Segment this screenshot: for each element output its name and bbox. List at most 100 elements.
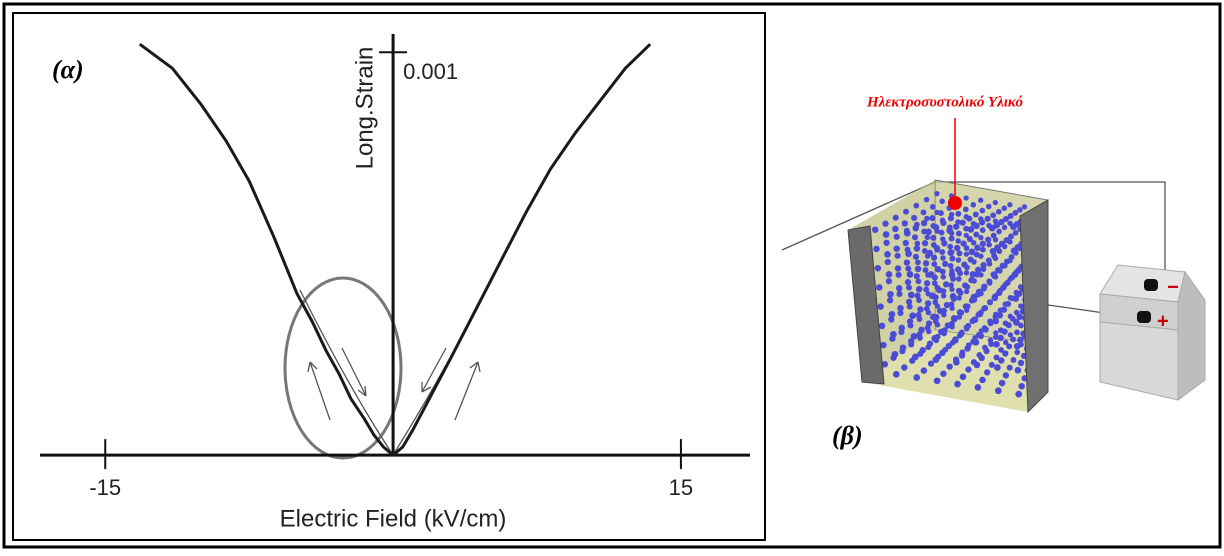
particle: [970, 271, 977, 278]
particle: [903, 240, 909, 246]
particle: [987, 299, 993, 305]
particle: [923, 267, 929, 273]
particle: [955, 211, 961, 217]
particle: [925, 300, 931, 306]
particle: [963, 303, 969, 309]
particle: [912, 354, 919, 361]
particle: [1011, 357, 1017, 363]
particle: [943, 281, 949, 287]
particle: [978, 235, 983, 240]
particle: [979, 208, 985, 214]
particle: [978, 333, 985, 340]
particle: [940, 220, 946, 226]
particle: [908, 292, 915, 299]
particle: [928, 271, 935, 278]
particle: [982, 305, 988, 311]
particle: [914, 245, 921, 252]
particle: [951, 315, 958, 322]
particle: [990, 212, 996, 218]
particle: [979, 377, 986, 384]
particle: [974, 362, 981, 369]
particle: [882, 221, 888, 227]
particle: [905, 250, 912, 257]
particle: [1011, 247, 1018, 254]
particle: [994, 364, 1001, 371]
particle: [1010, 223, 1017, 230]
particle: [1007, 365, 1013, 371]
particle: [1005, 280, 1011, 286]
particle: [973, 232, 979, 238]
particle: [1002, 225, 1008, 231]
particle: [914, 273, 920, 279]
particle: [895, 265, 902, 272]
particle: [1000, 285, 1006, 291]
particle: [931, 261, 937, 267]
particle: [913, 374, 920, 381]
terminal: [1144, 279, 1158, 291]
particle: [981, 283, 987, 289]
particle: [902, 220, 908, 226]
particle: [953, 359, 960, 366]
particle: [996, 209, 1002, 215]
particle: [977, 311, 984, 318]
particle: [996, 229, 1002, 235]
particle: [1018, 303, 1024, 309]
particle: [906, 299, 912, 305]
particle: [949, 256, 955, 262]
particle: [973, 339, 980, 346]
particle: [884, 251, 891, 258]
particle: [1002, 205, 1008, 211]
particle: [927, 340, 933, 346]
particle: [873, 246, 880, 253]
particle: [915, 260, 921, 266]
y-axis-label: Long.Strain: [351, 47, 378, 170]
particle: [1007, 202, 1012, 207]
x-tick-label: -15: [89, 475, 121, 500]
particle: [992, 318, 999, 325]
particle: [940, 370, 947, 377]
particle: [936, 287, 943, 294]
particle: [954, 381, 961, 388]
particle: [960, 374, 967, 381]
particle: [983, 348, 989, 354]
particle: [989, 362, 995, 368]
particle: [980, 241, 986, 247]
particle: [997, 335, 1004, 342]
particle: [993, 200, 998, 205]
particle: [1015, 367, 1022, 374]
particle: [886, 271, 893, 278]
x-tick-label: 15: [669, 475, 693, 500]
particle: [909, 312, 916, 319]
particle: [918, 327, 925, 334]
particle: [939, 230, 945, 236]
particle: [997, 312, 1004, 319]
particle: [956, 276, 962, 282]
particle: [1017, 207, 1023, 213]
particle: [989, 225, 996, 232]
particle: [947, 249, 954, 256]
particle: [913, 203, 919, 209]
particle: [892, 226, 899, 233]
particle: [899, 325, 906, 332]
particle: [966, 216, 972, 222]
particle: [963, 206, 969, 212]
x-axis-label: Electric Field (kV/cm): [280, 505, 507, 532]
particle: [964, 289, 969, 294]
particle: [968, 226, 975, 233]
particle: [991, 271, 998, 278]
particle: [906, 285, 912, 291]
particle: [964, 324, 970, 330]
particle: [912, 225, 919, 232]
particle: [978, 355, 985, 362]
particle: [907, 318, 913, 324]
particle: [956, 257, 962, 263]
particle: [905, 279, 911, 285]
particle: [897, 305, 904, 312]
particle: [949, 235, 955, 241]
particle: [930, 314, 937, 321]
particle: [921, 209, 927, 215]
particle: [978, 198, 983, 203]
particle: [991, 233, 997, 239]
particle: [930, 235, 936, 241]
particle: [923, 286, 929, 292]
